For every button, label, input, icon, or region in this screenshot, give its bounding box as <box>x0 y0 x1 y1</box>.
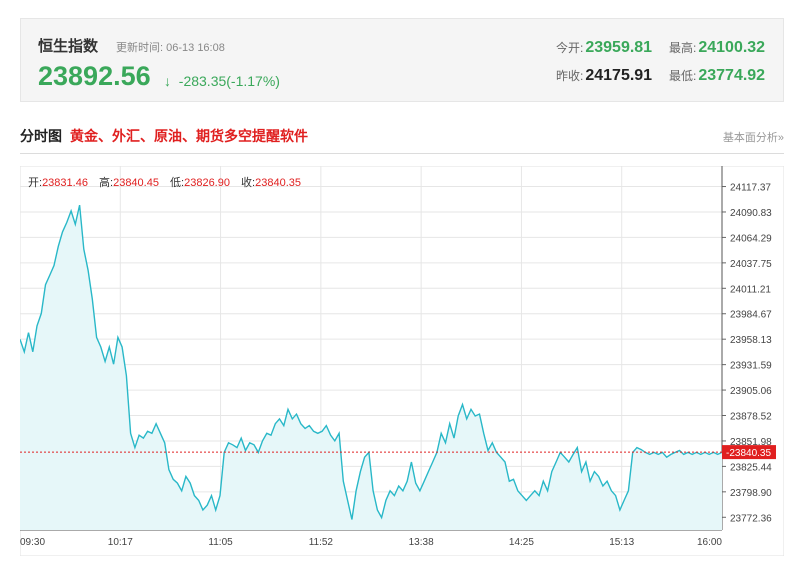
ohlc-readout: 开:23831.46 高:23840.45 低:23826.90 收:23840… <box>28 174 301 190</box>
ad-link[interactable]: 黄金、外汇、原油、期货多空提醒软件 <box>70 128 308 144</box>
low-value: 23774.92 <box>698 67 766 84</box>
y-tick-label: 24117.37 <box>730 183 771 194</box>
y-tick-label: 23984.67 <box>730 310 772 321</box>
change-value: -283.35(-1.17%) <box>178 73 280 89</box>
ohlc-close-label: 收: <box>241 177 256 189</box>
ohlc-low-label: 低: <box>170 177 185 189</box>
ohlc-high-value: 23840.45 <box>113 177 159 189</box>
update-time-value: 06-13 16:08 <box>166 42 225 54</box>
y-tick-label: 23905.06 <box>730 386 772 397</box>
section-title: 分时图 <box>20 128 62 144</box>
x-tick-label: 16:00 <box>697 537 722 548</box>
x-tick-label: 11:05 <box>208 537 233 548</box>
y-tick-label: 23772.36 <box>730 513 772 524</box>
x-tick-label: 15:13 <box>609 537 634 548</box>
y-tick-label: 24064.29 <box>730 233 772 244</box>
price-change: ↓ -283.35(-1.17%) <box>164 73 280 89</box>
quote-panel: 恒生指数 更新时间: 06-13 16:08 23892.56 ↓ -283.3… <box>20 18 784 102</box>
ohlc-high-label: 高: <box>99 177 114 189</box>
x-tick-label: 10:17 <box>108 537 133 548</box>
high-label: 最高: <box>669 41 697 55</box>
y-tick-label: 23798.90 <box>730 488 772 499</box>
current-value-label: -23840.35 <box>726 448 771 459</box>
ohlc-close-value: 23840.35 <box>255 177 301 189</box>
ohlc-low-value: 23826.90 <box>184 177 230 189</box>
high-stat: 最高: 24100.32 <box>669 39 765 57</box>
section-header: 分时图 黄金、外汇、原油、期货多空提醒软件 基本面分析» <box>20 126 784 154</box>
open-stat: 今开: 23959.81 <box>556 39 652 57</box>
ohlc-open-label: 开: <box>28 177 43 189</box>
open-label: 今开: <box>556 41 584 55</box>
series-area <box>20 205 722 530</box>
fundamental-analysis-link[interactable]: 基本面分析» <box>722 132 784 144</box>
low-label: 最低: <box>669 69 697 83</box>
y-tick-label: 23931.59 <box>730 361 772 372</box>
y-tick-label: 23825.44 <box>730 462 772 473</box>
chart-svg: 24117.37 24090.83 24064.29 24037.75 24011.21… <box>19 165 785 557</box>
y-tick-label: 23958.13 <box>730 335 772 346</box>
high-value: 24100.32 <box>698 39 766 56</box>
ohlc-open-value: 23831.46 <box>42 177 88 189</box>
y-tick-label: 23878.52 <box>730 412 772 423</box>
y-tick-label: 24090.83 <box>730 208 772 219</box>
current-price: 23892.56 <box>38 61 151 91</box>
x-tick-label: 11:52 <box>309 537 334 548</box>
y-tick-label: 23851.98 <box>730 437 772 448</box>
x-tick-label: 14:25 <box>509 537 534 548</box>
prev-close-label: 昨收: <box>556 69 584 83</box>
intraday-chart: 24117.37 24090.83 24064.29 24037.75 24011.21… <box>19 165 785 557</box>
y-tick-label: 24011.21 <box>730 284 771 295</box>
down-arrow-icon: ↓ <box>164 73 171 89</box>
update-time: 更新时间: 06-13 16:08 <box>116 39 225 55</box>
y-tick-label: 24037.75 <box>730 259 772 270</box>
index-name: 恒生指数 <box>38 38 99 55</box>
x-tick-label: 13:38 <box>409 537 434 548</box>
low-stat: 最低: 23774.92 <box>669 67 765 85</box>
update-time-label: 更新时间: <box>116 42 164 54</box>
prev-close-stat: 昨收: 24175.91 <box>556 67 652 85</box>
current-value-badge <box>722 445 776 460</box>
prev-close-value: 24175.91 <box>585 67 653 84</box>
open-value: 23959.81 <box>585 39 653 56</box>
x-tick-label: 09:30 <box>20 537 45 548</box>
